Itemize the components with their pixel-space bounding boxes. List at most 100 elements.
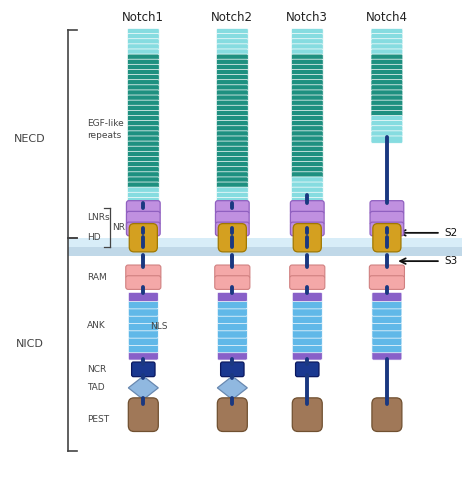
FancyBboxPatch shape [217,151,248,159]
FancyBboxPatch shape [128,300,158,309]
FancyBboxPatch shape [371,49,403,56]
FancyBboxPatch shape [128,208,159,215]
FancyBboxPatch shape [128,64,159,71]
FancyBboxPatch shape [371,34,403,41]
FancyBboxPatch shape [216,222,249,236]
FancyBboxPatch shape [217,321,247,331]
FancyBboxPatch shape [215,276,250,289]
FancyBboxPatch shape [128,106,159,112]
FancyBboxPatch shape [369,276,404,289]
FancyBboxPatch shape [128,187,159,194]
FancyBboxPatch shape [128,131,159,138]
Text: S3: S3 [445,256,458,266]
Polygon shape [128,376,158,399]
FancyBboxPatch shape [217,49,248,56]
FancyBboxPatch shape [371,80,403,87]
FancyBboxPatch shape [372,307,402,316]
FancyBboxPatch shape [127,211,160,225]
FancyBboxPatch shape [217,90,248,97]
FancyBboxPatch shape [292,34,323,41]
FancyBboxPatch shape [217,106,248,112]
FancyBboxPatch shape [126,276,161,289]
FancyBboxPatch shape [372,314,402,323]
FancyBboxPatch shape [217,29,248,36]
FancyBboxPatch shape [128,151,159,159]
FancyBboxPatch shape [292,187,323,194]
Polygon shape [217,376,247,399]
FancyBboxPatch shape [292,329,322,338]
FancyBboxPatch shape [371,44,403,51]
FancyBboxPatch shape [127,222,160,236]
FancyBboxPatch shape [292,197,323,205]
FancyBboxPatch shape [292,115,323,123]
FancyBboxPatch shape [217,146,248,153]
FancyBboxPatch shape [217,167,248,174]
FancyBboxPatch shape [292,136,323,143]
FancyBboxPatch shape [292,321,322,331]
FancyBboxPatch shape [292,110,323,118]
FancyBboxPatch shape [292,59,323,67]
FancyBboxPatch shape [371,126,403,133]
FancyBboxPatch shape [128,49,159,56]
FancyBboxPatch shape [292,126,323,133]
FancyBboxPatch shape [292,80,323,87]
FancyBboxPatch shape [292,85,323,92]
FancyBboxPatch shape [292,146,323,153]
FancyBboxPatch shape [128,197,159,205]
FancyBboxPatch shape [128,136,159,143]
FancyBboxPatch shape [128,126,159,133]
FancyBboxPatch shape [128,80,159,87]
FancyBboxPatch shape [370,211,404,225]
FancyBboxPatch shape [296,362,319,377]
FancyBboxPatch shape [129,224,157,252]
Bar [68,247,462,256]
FancyBboxPatch shape [128,172,159,179]
FancyBboxPatch shape [217,197,248,205]
FancyBboxPatch shape [293,224,321,252]
Text: NCR: NCR [87,365,106,374]
Text: EGF-like
repeats: EGF-like repeats [87,119,124,140]
FancyBboxPatch shape [128,192,159,200]
FancyBboxPatch shape [126,265,161,279]
FancyBboxPatch shape [290,276,325,289]
FancyBboxPatch shape [291,211,324,225]
FancyBboxPatch shape [217,54,248,62]
FancyBboxPatch shape [292,162,323,169]
FancyBboxPatch shape [371,136,403,143]
FancyBboxPatch shape [292,182,323,189]
FancyBboxPatch shape [216,201,249,214]
FancyBboxPatch shape [217,39,248,46]
FancyBboxPatch shape [291,222,324,236]
FancyBboxPatch shape [369,265,404,279]
FancyBboxPatch shape [292,106,323,112]
FancyBboxPatch shape [128,292,158,302]
FancyBboxPatch shape [371,29,403,36]
FancyBboxPatch shape [372,351,402,360]
FancyBboxPatch shape [128,39,159,46]
FancyBboxPatch shape [217,131,248,138]
FancyBboxPatch shape [218,224,246,252]
FancyBboxPatch shape [292,54,323,62]
FancyBboxPatch shape [371,39,403,46]
FancyBboxPatch shape [217,95,248,103]
FancyBboxPatch shape [128,59,159,67]
FancyBboxPatch shape [128,203,159,210]
FancyBboxPatch shape [371,131,403,138]
Text: Notch1: Notch1 [122,11,164,24]
FancyBboxPatch shape [371,85,403,92]
FancyBboxPatch shape [217,100,248,107]
FancyBboxPatch shape [128,167,159,174]
FancyBboxPatch shape [292,74,323,82]
FancyBboxPatch shape [373,224,401,252]
Text: NICD: NICD [16,339,44,349]
FancyBboxPatch shape [127,201,160,214]
FancyBboxPatch shape [128,398,158,431]
FancyBboxPatch shape [217,80,248,87]
FancyBboxPatch shape [217,85,248,92]
Text: LNRs: LNRs [87,213,109,222]
FancyBboxPatch shape [217,64,248,71]
FancyBboxPatch shape [217,70,248,77]
Text: Notch3: Notch3 [286,11,328,24]
FancyBboxPatch shape [371,90,403,97]
FancyBboxPatch shape [128,121,159,128]
